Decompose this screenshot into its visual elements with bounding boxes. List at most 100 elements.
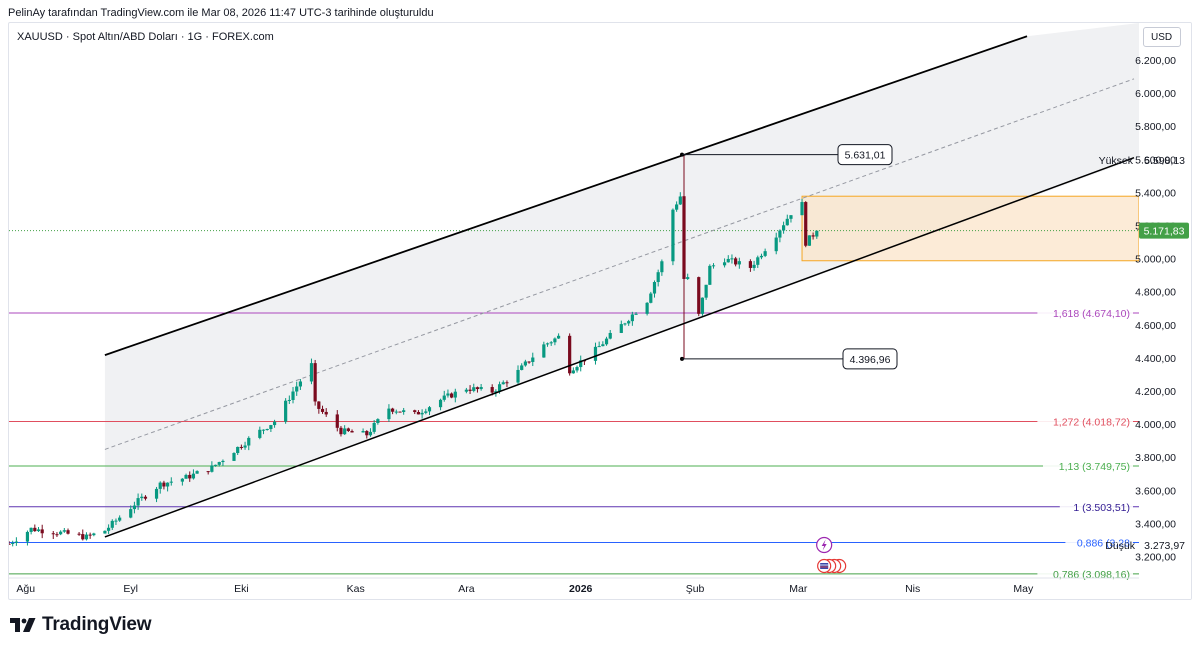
- candle-body: [523, 361, 527, 366]
- fib-label: 0,786 (3.098,16): [1053, 569, 1130, 581]
- low-annotation-box: [842, 348, 898, 370]
- tradingview-logo-icon: [10, 618, 36, 632]
- candle-body: [756, 257, 760, 265]
- candle-body: [730, 258, 734, 260]
- candle-body: [752, 264, 756, 268]
- candle-body: [604, 338, 609, 345]
- fib-label-bg: [1059, 499, 1133, 513]
- session-low-label: Düşük: [1105, 540, 1136, 552]
- price-tick-label: 5.800,00: [1135, 121, 1176, 133]
- price-tick-label: 4.200,00: [1135, 386, 1176, 398]
- candle-body: [711, 265, 716, 267]
- candle-body: [143, 496, 148, 499]
- price-tick-label: 6.200,00: [1135, 55, 1176, 67]
- candle-body: [413, 410, 417, 413]
- candle-body: [154, 488, 159, 499]
- candle-body: [416, 412, 421, 415]
- candle-body: [320, 408, 325, 412]
- candle-body: [36, 529, 41, 532]
- candle-body: [722, 262, 727, 266]
- candle-body: [11, 542, 15, 544]
- candle-body: [579, 360, 583, 368]
- candle-body: [84, 534, 89, 540]
- candle-body: [221, 460, 225, 463]
- candle-body: [597, 346, 601, 348]
- symbol-legend[interactable]: XAUUSD · Spot Altın/ABD Doları · 1G · FO…: [15, 31, 276, 43]
- candle-body: [807, 235, 812, 246]
- candle-body: [361, 431, 365, 433]
- candle-body: [269, 425, 273, 430]
- candle-body: [51, 533, 55, 535]
- price-axis-bg: [1139, 23, 1191, 599]
- last-price-value: 5.171,83: [1144, 226, 1185, 238]
- candle-body: [162, 482, 166, 487]
- candle-body: [686, 277, 690, 279]
- candle-body: [88, 534, 92, 536]
- candle-body: [210, 465, 214, 472]
- candle-body: [542, 344, 546, 358]
- high-annotation: 5.631,01: [680, 144, 893, 166]
- candle-body: [29, 527, 33, 532]
- session-high-label: Yüksek: [1099, 155, 1134, 167]
- candle-body: [287, 399, 291, 401]
- fib-label: 0,886 (3.28: [1077, 538, 1130, 550]
- candle-body: [398, 411, 402, 413]
- candle-body: [675, 204, 679, 210]
- candle-body: [346, 428, 350, 431]
- candle-body: [656, 272, 660, 283]
- session-high-value: 5.598,13: [1144, 155, 1185, 167]
- fib-label: 1 (3.503,51): [1073, 502, 1130, 514]
- candle-body: [272, 421, 277, 426]
- candle-body: [608, 332, 612, 339]
- candle-body: [158, 482, 162, 489]
- price-tick-label: 5.000,00: [1135, 254, 1176, 266]
- us-flag-event-icon: [817, 558, 847, 574]
- fib-label-bg: [1037, 306, 1133, 320]
- candle-body: [575, 367, 579, 371]
- candle-body: [734, 258, 738, 265]
- candle-body: [815, 230, 819, 237]
- candle-body: [601, 344, 605, 347]
- candle-body: [129, 509, 133, 518]
- candle-body: [213, 464, 218, 466]
- candle-body: [475, 387, 480, 390]
- time-tick-label: Eki: [234, 583, 249, 595]
- candle-body: [188, 474, 192, 479]
- high-annotation-box: [837, 144, 893, 166]
- candle-body: [671, 209, 675, 262]
- currency-selector[interactable]: USD: [1143, 27, 1181, 47]
- candle-body: [763, 251, 767, 256]
- candle-body: [217, 462, 221, 465]
- candle-body: [191, 473, 196, 479]
- price-chart[interactable]: 5.631,01 4.396,96 3.200,00 3.400,00 3.600,00…: [9, 23, 1192, 600]
- high-annotation-value: 5.631,01: [845, 150, 886, 162]
- candle-body: [630, 314, 634, 322]
- candle-body: [343, 428, 347, 435]
- price-tick-label: 3.600,00: [1135, 485, 1176, 497]
- chart-frame[interactable]: 5.631,01 4.396,96 3.200,00 3.400,00 3.600,00…: [8, 22, 1192, 600]
- candle-body: [468, 389, 472, 391]
- candle-body: [804, 202, 808, 246]
- price-tick-label: 5.600,00: [1135, 154, 1176, 166]
- candle-body: [660, 261, 664, 273]
- candle-body: [785, 218, 789, 226]
- fib-label: 1,272 (4.018,72): [1053, 417, 1130, 429]
- candle-body: [634, 313, 638, 315]
- candle-body: [438, 399, 443, 408]
- candle-body: [472, 387, 476, 391]
- price-tick-label: 4.600,00: [1135, 320, 1176, 332]
- candle-body: [313, 363, 317, 402]
- candle-body: [261, 429, 266, 431]
- channel-lower-line: [104, 156, 1135, 538]
- candle-body: [464, 389, 468, 392]
- candle-body: [391, 408, 395, 412]
- time-tick-label: Ağu: [16, 583, 35, 595]
- fib-label-bg: [1037, 566, 1133, 580]
- fib-label-bg: [1065, 535, 1133, 549]
- candle-body: [66, 530, 70, 534]
- candle-body: [206, 471, 210, 473]
- time-tick-label: May: [1013, 583, 1034, 595]
- candle-body: [520, 365, 524, 370]
- time-tick-label: Şub: [686, 583, 705, 595]
- low-annotation: 4.396,96: [680, 348, 898, 370]
